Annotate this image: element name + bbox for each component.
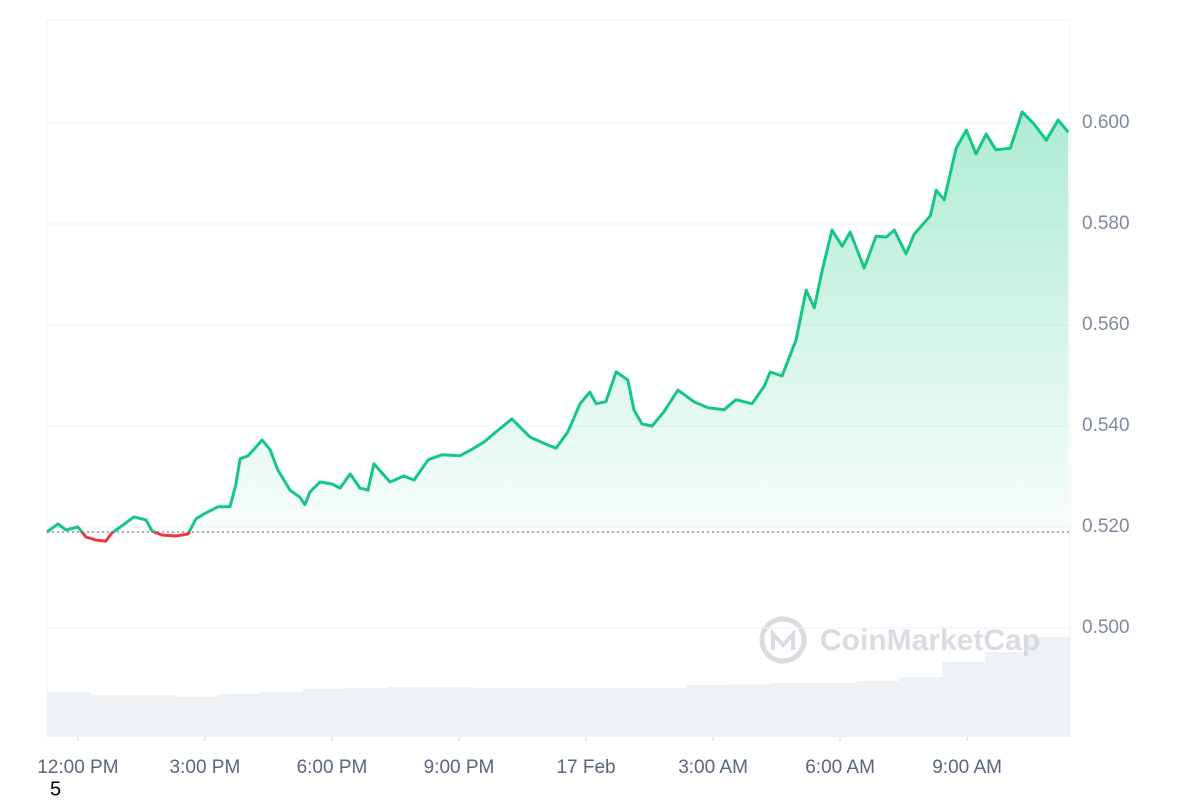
- volume-bar: [47, 692, 91, 737]
- volume-bar: [856, 681, 900, 737]
- price-area: [47, 111, 1069, 532]
- price-line: [46, 110, 1070, 543]
- volume-bar: [984, 652, 1028, 737]
- volume-bar: [601, 688, 645, 737]
- x-tick-label: 17 Feb: [556, 757, 615, 778]
- volume-bar: [643, 688, 687, 737]
- footnote: 5: [50, 778, 61, 800]
- x-tick-label: 9:00 AM: [932, 757, 1002, 778]
- x-tick-label: 9:00 PM: [424, 757, 495, 778]
- volume-bar: [388, 687, 432, 737]
- volume-bar: [558, 688, 602, 737]
- volume-bar: [771, 683, 815, 737]
- volume-bar: [89, 695, 133, 737]
- y-tick-label: 0.500: [1082, 617, 1130, 638]
- x-tick-label: 3:00 PM: [170, 757, 241, 778]
- x-tick-label: 6:00 PM: [297, 757, 368, 778]
- volume-bar: [430, 687, 474, 737]
- volume-bar: [345, 688, 389, 737]
- volume-bar: [260, 692, 304, 737]
- volume-bar: [217, 694, 261, 737]
- y-tick-label: 0.540: [1082, 415, 1130, 436]
- x-tick-label: 3:00 AM: [678, 757, 748, 778]
- volume-bar: [814, 683, 858, 737]
- volume-bar: [174, 697, 218, 737]
- watermark-text: CoinMarketCap: [820, 624, 1040, 657]
- volume-bar: [899, 677, 943, 737]
- volume-bar: [1027, 637, 1071, 737]
- volume-bar: [302, 689, 346, 737]
- volume-bar: [132, 695, 176, 737]
- y-tick-label: 0.600: [1082, 112, 1130, 133]
- x-tick-label: 12:00 PM: [37, 757, 118, 778]
- x-tick-label: 6:00 AM: [805, 757, 875, 778]
- volume-bar: [686, 685, 730, 737]
- watermark: CoinMarketCap: [759, 616, 1040, 664]
- volume-bar: [515, 688, 559, 737]
- y-tick-label: 0.560: [1082, 314, 1130, 335]
- volume-bar: [942, 662, 986, 737]
- volume-bar: [473, 688, 517, 737]
- y-tick-label: 0.580: [1082, 213, 1130, 234]
- volume-bar: [729, 684, 773, 737]
- y-tick-label: 0.520: [1082, 516, 1130, 537]
